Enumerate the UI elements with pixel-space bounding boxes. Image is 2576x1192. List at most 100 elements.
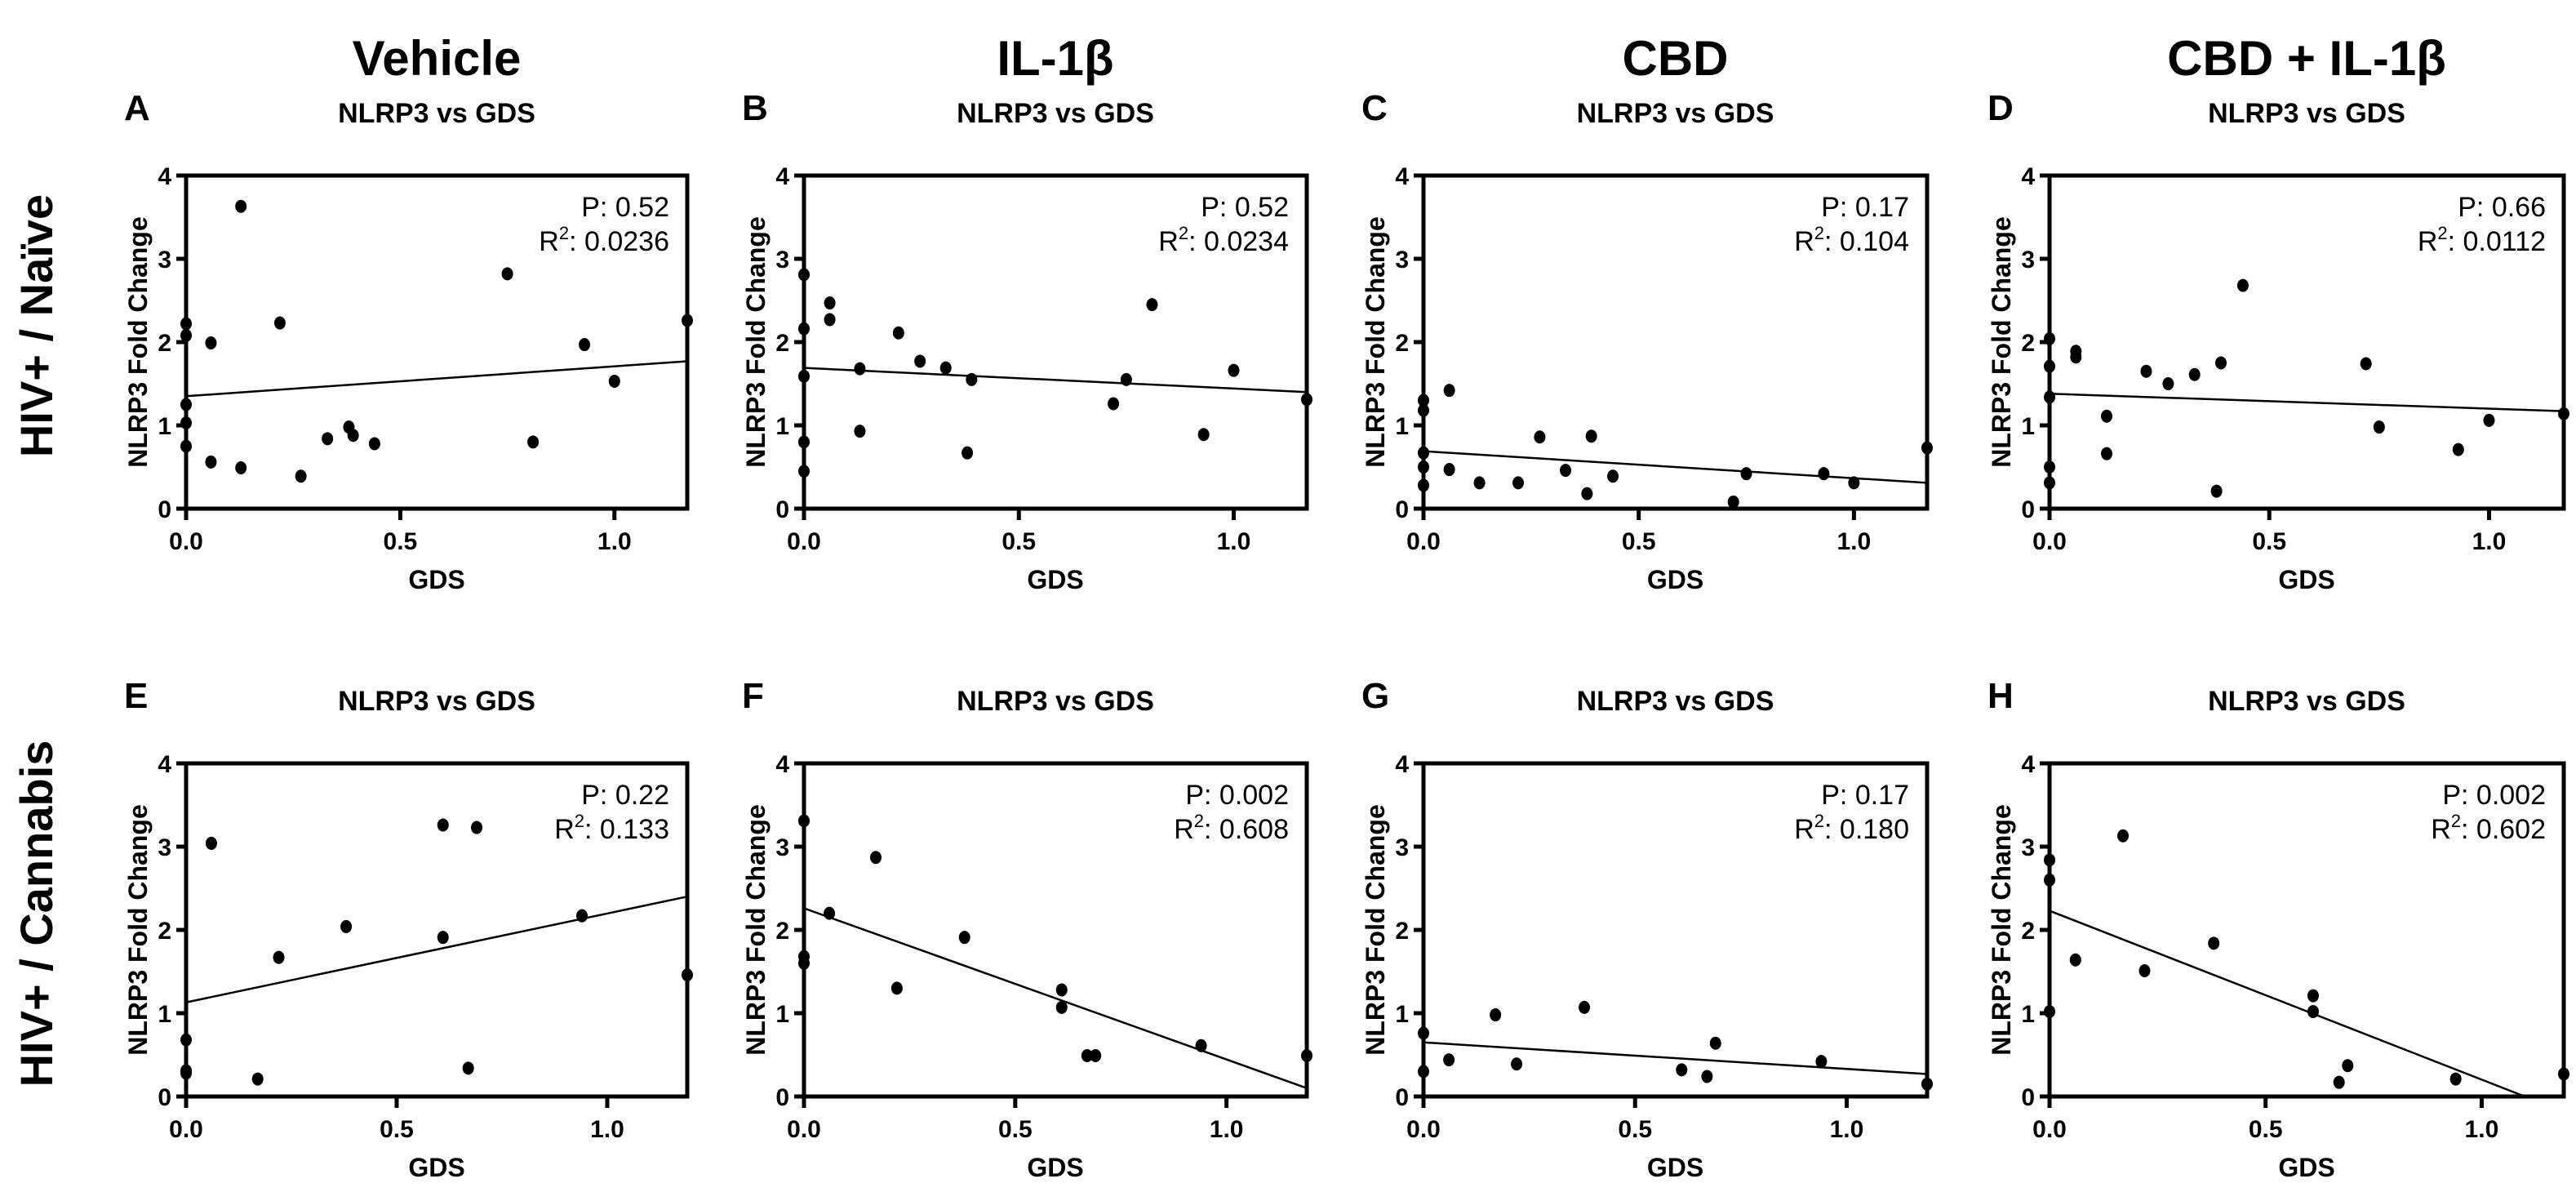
y-tick-label: 3 (1395, 247, 1409, 274)
r-squared-label: R (2418, 226, 2438, 257)
r-squared-superscript: 2 (1814, 223, 1824, 243)
panel-g: G NLRP3 vs GDS 0 1 2 3 4 0.0 0.5 1.0 GDS NLRP3 Fold… (1361, 676, 1933, 1182)
x-tick-label: 0.0 (169, 528, 203, 555)
y-tick-label: 4 (1395, 751, 1409, 778)
data-point (854, 362, 866, 376)
data-point (1581, 487, 1593, 500)
data-point (2101, 409, 2112, 423)
r-squared-value: : 0.180 (1824, 814, 1909, 845)
r-squared-value: : 0.133 (584, 814, 669, 845)
data-point (1443, 463, 1455, 477)
data-point (180, 328, 192, 342)
data-point (1418, 394, 1429, 407)
data-point (892, 326, 904, 340)
data-point (180, 317, 192, 331)
x-tick-label: 0.0 (2032, 528, 2067, 555)
x-tick-label: 0.0 (169, 1116, 203, 1143)
x-tick-label: 0.5 (380, 1116, 414, 1143)
y-tick-label: 3 (158, 247, 171, 274)
x-tick-label: 1.0 (1217, 528, 1251, 555)
y-tick-label: 2 (1395, 918, 1409, 945)
x-tick-label: 1.0 (1837, 528, 1871, 555)
data-point (682, 314, 693, 327)
regression-line (803, 367, 1308, 394)
data-point (340, 919, 353, 933)
data-point (2452, 443, 2464, 456)
y-tick-label: 3 (2021, 834, 2035, 861)
y-tick-label: 2 (158, 918, 171, 945)
regression-line (185, 895, 688, 1003)
panel-title: NLRP3 vs GDS (957, 98, 1154, 129)
data-point (2044, 359, 2055, 373)
x-tick-label: 1.0 (1210, 1116, 1244, 1143)
r-squared-value: : 0.104 (1824, 226, 1909, 257)
data-point (2373, 420, 2385, 434)
regression-line (2049, 392, 2565, 412)
data-point (1418, 1026, 1429, 1040)
data-point (1197, 428, 1210, 442)
data-point (1443, 384, 1455, 398)
panel-title: NLRP3 vs GDS (957, 686, 1154, 717)
data-point (1676, 1063, 1688, 1077)
regression-line (2049, 910, 2525, 1098)
x-tick-label: 0.5 (2249, 1116, 2283, 1143)
data-point (576, 909, 588, 923)
y-tick-label: 2 (775, 918, 789, 945)
data-point (2069, 953, 2081, 967)
x-axis-label: GDS (1647, 565, 1703, 594)
y-tick-label: 1 (2021, 413, 2035, 440)
r-squared: R2: 0.0112 (2418, 223, 2546, 257)
data-point (180, 1033, 192, 1047)
r-squared: R2: 0.608 (1174, 811, 1289, 845)
y-tick-label: 2 (2021, 918, 2035, 945)
y-tick-label: 4 (775, 751, 789, 778)
data-point (1146, 298, 1158, 312)
y-tick-label: 4 (1395, 163, 1409, 190)
data-point (966, 372, 978, 386)
x-tick-label: 0.0 (787, 528, 821, 555)
data-point (1081, 1049, 1093, 1063)
data-point (1055, 1000, 1068, 1014)
x-tick-label: 0.0 (787, 1116, 821, 1143)
r-squared-value: : 0.608 (1204, 814, 1289, 845)
data-point (2483, 413, 2495, 427)
y-tick-label: 4 (158, 163, 171, 190)
x-axis-label: GDS (2278, 565, 2334, 594)
data-point (798, 322, 810, 336)
panel-letter: E (124, 676, 148, 716)
x-axis-label: GDS (1027, 1153, 1083, 1182)
panel-letter: A (124, 88, 150, 128)
data-point (962, 446, 974, 460)
panel-title: NLRP3 vs GDS (338, 686, 535, 717)
y-tick-label: 3 (1395, 834, 1409, 861)
r-squared-value: : 0.0236 (569, 226, 669, 257)
x-tick-label: 0.5 (1002, 528, 1036, 555)
column-title: Vehicle (353, 31, 522, 86)
data-point (1560, 464, 1572, 478)
data-point (205, 336, 217, 350)
r-squared: R2: 0.133 (554, 811, 669, 845)
r-squared-superscript: 2 (1179, 223, 1188, 243)
y-tick-label: 2 (2021, 330, 2035, 357)
r-squared-label: R (554, 814, 575, 845)
y-tick-label: 0 (1395, 496, 1409, 523)
data-point (939, 361, 952, 375)
x-tick-label: 0.0 (2032, 1116, 2067, 1143)
data-point (2044, 460, 2055, 474)
data-point (1815, 1055, 1828, 1069)
data-point (608, 374, 620, 388)
panel-title: NLRP3 vs GDS (2208, 98, 2405, 129)
x-tick-label: 1.0 (2472, 528, 2507, 555)
data-point (437, 931, 449, 945)
y-tick-label: 1 (158, 1001, 171, 1028)
data-point (1607, 469, 1619, 483)
data-point (322, 432, 334, 446)
r-squared-superscript: 2 (2437, 223, 2447, 243)
data-point (1418, 403, 1429, 417)
data-point (2139, 963, 2151, 977)
data-point (2558, 1067, 2569, 1081)
x-tick-label: 1.0 (2465, 1116, 2499, 1143)
data-point (180, 416, 192, 429)
y-tick-label: 0 (158, 496, 171, 523)
